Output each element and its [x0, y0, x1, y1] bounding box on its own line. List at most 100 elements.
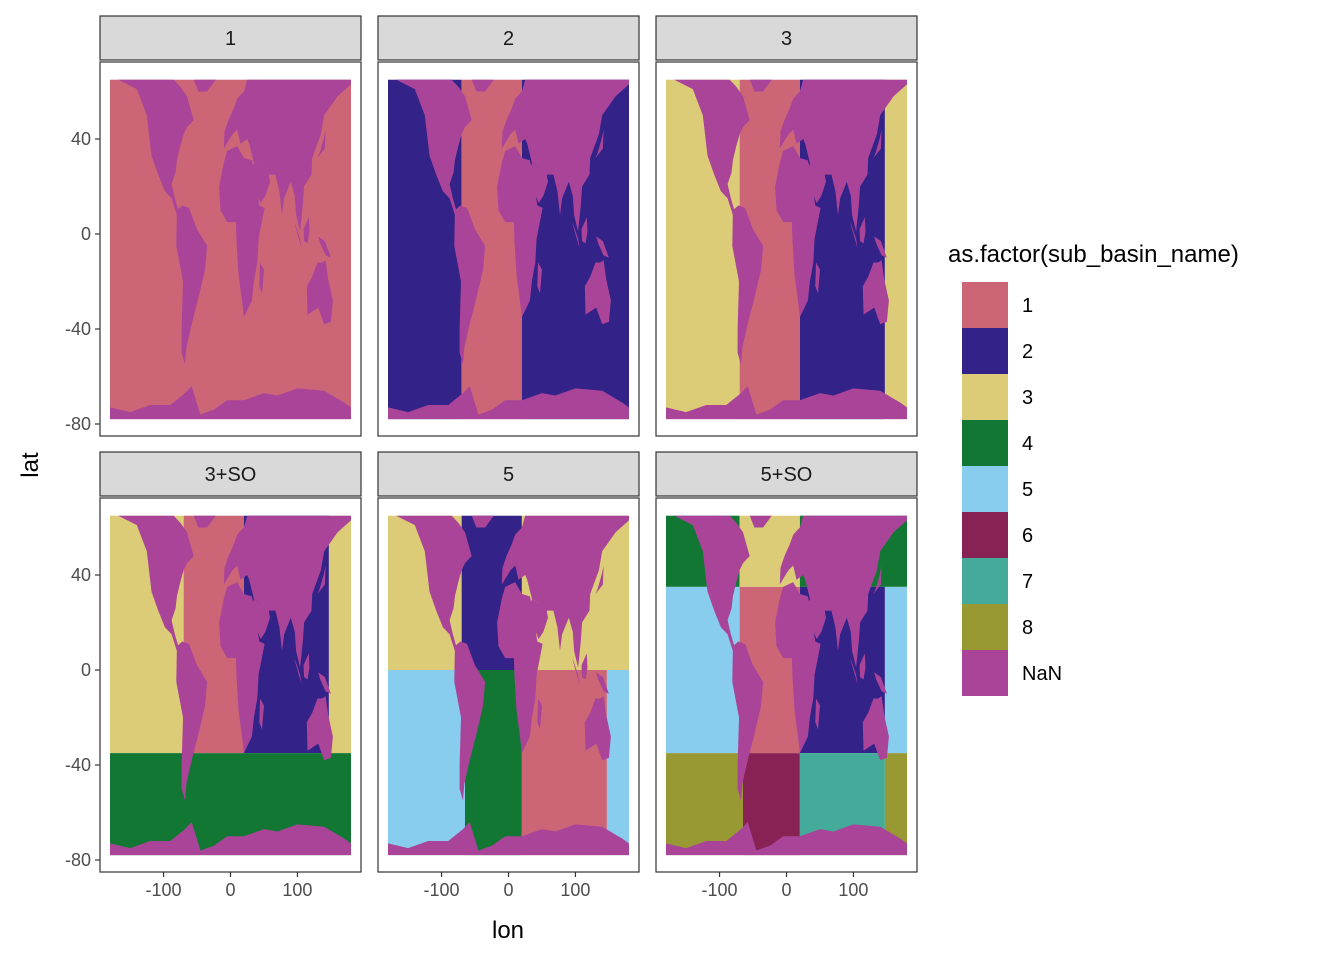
land-nan-tile: [859, 653, 866, 680]
land-nan-tile: [396, 515, 472, 651]
x-tick-label: -100: [702, 880, 738, 900]
land-nan-tile: [318, 236, 331, 258]
land-nan-tile: [501, 515, 629, 668]
land-nan-tile: [388, 386, 629, 420]
axes: 40 0 -40 -80 40 0 -40 -80 -100 0 100 -100 0 100 -100 0 1…: [65, 129, 868, 900]
y-tick-label: -40: [65, 319, 91, 339]
facet-strip-label: 3: [781, 28, 792, 50]
land-nan-tile: [176, 641, 208, 801]
facet-tiles: [388, 79, 629, 420]
land-nan-tile: [317, 129, 326, 158]
legend: as.factor(sub_basin_name) 1 2 3 4 5 6 7 8 NaN: [948, 241, 1239, 696]
land-nan-tile: [537, 262, 542, 294]
legend-key-swatch: [962, 604, 1008, 650]
legend-key-swatch: [962, 328, 1008, 374]
land-nan-tile: [808, 162, 826, 204]
y-tick-label: 0: [81, 660, 91, 680]
land-nan-tile: [873, 129, 882, 158]
land-nan-tile: [584, 260, 611, 325]
land-nan-tile: [294, 658, 302, 685]
facet-strip-label: 2: [503, 28, 514, 50]
legend-key-swatch: [962, 420, 1008, 466]
legend-title: as.factor(sub_basin_name): [948, 241, 1239, 268]
basin-region-tile: [884, 586, 907, 754]
basin-region-tile: [388, 670, 465, 856]
land-nan-tile: [530, 162, 548, 204]
land-nan-tile: [732, 641, 764, 801]
land-nan-tile: [537, 698, 542, 730]
x-tick-label: -100: [146, 880, 182, 900]
land-nan-tile: [259, 262, 264, 294]
land-nan-tile: [572, 222, 580, 249]
legend-keys: 1 2 3 4 5 6 7 8 NaN: [962, 282, 1062, 696]
land-nan-tile: [176, 205, 208, 365]
land-nan-tile: [110, 386, 351, 420]
land-nan-tile: [317, 565, 326, 594]
x-tick-label: 0: [503, 880, 513, 900]
facet-strip: [99, 15, 362, 61]
land-nan-tile: [306, 260, 333, 325]
basin-region-tile: [884, 79, 907, 420]
x-tick-label: 100: [838, 880, 868, 900]
land-nan-tile: [306, 696, 333, 761]
facet-strip-label: 3+SO: [205, 464, 257, 486]
legend-key-label: NaN: [1022, 663, 1062, 685]
facet-tiles: [110, 515, 351, 856]
land-nan-tile: [303, 217, 310, 244]
facet-tiles: [666, 515, 907, 856]
land-nan-tile: [252, 598, 270, 640]
land-nan-tile: [252, 162, 270, 204]
land-nan-tile: [779, 79, 907, 232]
basin-region-tile: [328, 515, 351, 754]
x-tick-label: 100: [560, 880, 590, 900]
panel-border: [655, 61, 918, 437]
land-nan-tile: [862, 260, 889, 325]
land-nan-tile: [471, 79, 494, 92]
facet-strip: [655, 15, 918, 61]
land-nan-tile: [674, 79, 750, 215]
y-tick-label: 40: [71, 129, 91, 149]
land-nan-tile: [193, 515, 216, 528]
land-nan-tile: [471, 515, 494, 528]
land-nan-tile: [497, 582, 543, 754]
facet-strip: [377, 15, 640, 61]
land-nan-tile: [501, 79, 629, 232]
land-nan-tile: [581, 217, 588, 244]
land-nan-tile: [595, 129, 604, 158]
land-nan-tile: [118, 79, 194, 215]
land-nan-tile: [259, 698, 264, 730]
y-tick-label: 0: [81, 224, 91, 244]
land-nan-tile: [193, 79, 216, 92]
y-tick-label: -40: [65, 755, 91, 775]
facet-panel: 3: [655, 15, 918, 437]
land-nan-tile: [223, 79, 351, 232]
land-nan-tile: [454, 641, 486, 801]
legend-key-label: 3: [1022, 387, 1033, 409]
land-nan-tile: [749, 515, 772, 528]
x-tick-label: 0: [781, 880, 791, 900]
facet-strip: [655, 451, 918, 497]
land-nan-tile: [775, 582, 821, 754]
land-nan-tile: [396, 79, 472, 215]
facet-tiles: [666, 79, 907, 420]
facet-tiles: [388, 515, 629, 856]
legend-key-label: 8: [1022, 617, 1033, 639]
legend-key-label: 1: [1022, 295, 1033, 317]
facet-strip-label: 5: [503, 464, 514, 486]
basin-region-tile: [606, 670, 629, 856]
legend-key-swatch: [962, 374, 1008, 420]
legend-key-swatch: [962, 512, 1008, 558]
land-nan-tile: [666, 386, 907, 420]
x-tick-label: 0: [225, 880, 235, 900]
x-tick-label: 100: [282, 880, 312, 900]
land-nan-tile: [674, 515, 750, 651]
land-nan-tile: [388, 822, 629, 856]
facet-panel: 2: [377, 15, 640, 437]
land-nan-tile: [850, 658, 858, 685]
legend-key-label: 4: [1022, 433, 1033, 455]
land-nan-tile: [815, 262, 820, 294]
facet-panels: 1 2 3 3+SO 5 5+SO: [99, 15, 918, 873]
legend-key-swatch: [962, 558, 1008, 604]
land-nan-tile: [219, 146, 265, 318]
land-nan-tile: [666, 822, 907, 856]
